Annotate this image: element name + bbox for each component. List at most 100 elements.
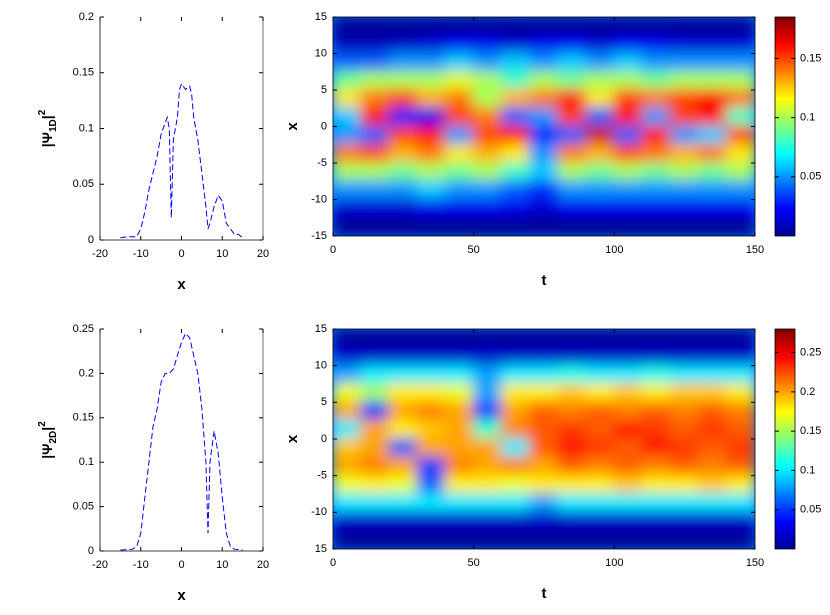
heatmap-cell — [669, 346, 700, 367]
colorbar-tick-label: 0.05 — [800, 504, 821, 516]
heatmap-cell — [669, 70, 700, 91]
heatmap-cell — [472, 329, 503, 349]
heatmap-cell — [416, 383, 447, 404]
heatmap-cell — [472, 401, 503, 422]
heatmap-cell — [444, 329, 475, 349]
heatmap-cell — [360, 162, 391, 183]
heatmap-cell — [669, 383, 700, 404]
heatmap-cell — [613, 162, 644, 183]
heatmap-cell — [557, 216, 588, 236]
heatmap-cell — [557, 383, 588, 404]
heatmap-cell — [557, 89, 588, 110]
y-axis-label-part: | — [39, 427, 55, 431]
heatmap-cell — [557, 493, 588, 514]
y-tick-label: 0.15 — [73, 67, 94, 79]
heatmap-cell — [472, 216, 503, 236]
heatmap-cell — [641, 474, 672, 495]
heatmap-cell — [697, 70, 728, 91]
heatmap-cell — [585, 52, 616, 73]
x-tick-label: 10 — [216, 559, 228, 571]
heatmap-cell — [641, 364, 672, 385]
heatmap-cell — [528, 329, 560, 349]
heatmap-cell — [416, 143, 447, 164]
heatmap-cell — [557, 438, 588, 459]
heatmap-cell — [613, 529, 644, 549]
heatmap-cell — [528, 493, 560, 514]
heatmap-cell — [472, 364, 503, 385]
heatmap-cell — [585, 180, 616, 201]
heatmap-cell — [613, 89, 644, 110]
heatmap-cell — [613, 493, 644, 514]
heatmap-clip — [333, 17, 755, 236]
heatmap-cell — [697, 198, 728, 219]
heatmap-cell — [416, 125, 447, 146]
heatmap-cell — [669, 198, 700, 219]
heatmap-cell — [585, 143, 616, 164]
heatmap-cell — [444, 511, 475, 532]
heatmap-cell — [416, 438, 447, 459]
heatmap-cell — [444, 383, 475, 404]
heatmap-cell — [416, 216, 447, 236]
panel: -20 -10 0 10 20 0 0.05 0.1 0.15 0.2 0.25 x |Ψ2D|2 — [37, 323, 269, 604]
heatmap-cell — [500, 70, 531, 91]
y-tick-label: 0 — [321, 120, 327, 132]
heatmap-cell — [333, 474, 363, 495]
heatmap-cell — [697, 419, 728, 440]
heatmap-cell — [669, 456, 700, 477]
heatmap-cell — [669, 162, 700, 183]
x-axis-label: t — [542, 585, 547, 602]
heatmap-cell — [697, 329, 728, 349]
heatmap-cells — [333, 329, 755, 549]
heatmap-cell — [528, 383, 560, 404]
y-tick-label: 0.15 — [73, 412, 94, 424]
heatmap-cell — [725, 17, 755, 37]
heatmap-cell — [500, 329, 531, 349]
heatmap-cell — [360, 529, 391, 549]
heatmap-cell — [613, 364, 644, 385]
heatmap-cell — [557, 419, 588, 440]
heatmap-cell — [557, 34, 588, 55]
heatmap-cell — [388, 89, 419, 110]
heatmap-cell — [669, 107, 700, 128]
heatmap-cell — [444, 216, 475, 236]
heatmap-cell — [697, 17, 728, 37]
heatmap-cell — [641, 180, 672, 201]
heatmap-cell — [333, 511, 363, 532]
heatmap-cell — [613, 198, 644, 219]
heatmap-cell — [613, 438, 644, 459]
heatmap-cell — [528, 216, 560, 236]
heatmap-cell — [557, 143, 588, 164]
colorbar-tick-label: 0.2 — [800, 386, 815, 398]
heatmap-cell — [669, 364, 700, 385]
heatmap-cell — [444, 180, 475, 201]
heatmap-cell — [500, 529, 531, 549]
y-tick-label: 0.1 — [79, 456, 94, 468]
heatmap-cell — [641, 383, 672, 404]
heatmap-cell — [444, 70, 475, 91]
heatmap-cell — [500, 162, 531, 183]
heatmap-cell — [528, 511, 560, 532]
heatmap-cell — [444, 89, 475, 110]
heatmap-cell — [585, 34, 616, 55]
heatmap-cell — [697, 364, 728, 385]
y-tick-label: 5 — [321, 84, 327, 96]
heatmap-cell — [557, 474, 588, 495]
heatmap-cell — [613, 346, 644, 367]
heatmap-cell — [557, 198, 588, 219]
x-tick-label: 20 — [257, 248, 269, 260]
heatmap-cell — [333, 17, 363, 37]
heatmap-cell — [641, 401, 672, 422]
heatmap-cell — [585, 529, 616, 549]
heatmap-cell — [557, 52, 588, 73]
heatmap-cell — [388, 364, 419, 385]
y-axis-label: x — [284, 122, 301, 131]
heatmap-cell — [500, 89, 531, 110]
heatmap-cell — [557, 456, 588, 477]
heatmap-cell — [416, 162, 447, 183]
heatmap-cell — [613, 511, 644, 532]
heatmap-cell — [472, 346, 503, 367]
heatmap-cell — [641, 143, 672, 164]
y-tick-label: -10 — [311, 506, 327, 518]
x-tick-label: 0 — [330, 557, 336, 569]
